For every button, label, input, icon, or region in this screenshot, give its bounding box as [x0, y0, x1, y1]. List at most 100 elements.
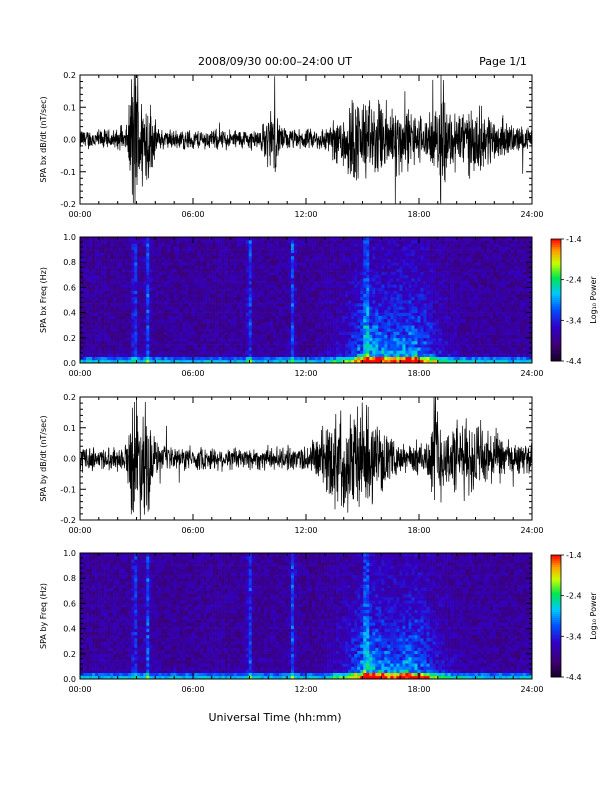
spectrogram-cell — [396, 344, 400, 348]
spectrogram-cell — [363, 350, 367, 354]
spectrogram-cell — [287, 249, 292, 254]
spectrogram-cell — [354, 309, 358, 313]
spectrogram-cell — [89, 322, 93, 326]
spectrogram-cell — [161, 246, 165, 250]
spectrogram-cell — [176, 243, 180, 247]
spectrogram-cell — [185, 268, 189, 272]
spectrogram-cell — [366, 337, 370, 342]
spectrogram-cell — [272, 284, 277, 288]
spectrogram-cell — [152, 274, 156, 279]
spectrogram-cell — [278, 309, 283, 313]
spectrogram-cell — [396, 331, 400, 335]
spectrogram-cell — [351, 347, 355, 351]
spectrogram-cell — [176, 271, 180, 276]
spectrogram-cell — [161, 312, 165, 317]
spectrogram-cell — [275, 293, 280, 298]
spectrogram-cell — [101, 277, 105, 282]
spectrogram-cell — [426, 356, 430, 361]
spectrogram-cell — [405, 246, 409, 250]
spectrogram-cell — [396, 243, 400, 247]
spectrogram-cell — [278, 296, 283, 301]
spectrogram-cell — [185, 344, 189, 348]
spectrogram-cell — [89, 347, 93, 351]
spectrogram-cell — [134, 240, 138, 244]
spectrogram-cell — [224, 249, 228, 254]
spectrogram-cell — [230, 356, 234, 361]
spectrogram-cell — [209, 315, 213, 320]
spectrogram-cell — [122, 353, 126, 357]
spectrogram-cell — [357, 265, 361, 269]
spectrogram-cell — [257, 322, 262, 326]
spectrogram-cell — [227, 350, 231, 354]
spectrogram-cell — [336, 344, 340, 348]
spectrogram-cell — [302, 243, 307, 247]
spectrogram-cell — [155, 290, 159, 294]
spectrogram-cell — [158, 315, 162, 320]
spectrogram-cell — [366, 243, 370, 247]
spectrogram-cell — [444, 318, 448, 323]
spectrogram-cell — [429, 243, 433, 247]
spectrogram-cell — [164, 277, 168, 282]
spectrogram-cell — [224, 300, 228, 304]
spectrogram-cell — [269, 271, 274, 276]
spectrogram-cell — [333, 287, 337, 291]
spectrogram-cell — [134, 309, 138, 313]
spectrogram-cell — [321, 303, 325, 307]
spectrogram-cell — [128, 243, 132, 247]
spectrogram-cell — [137, 334, 141, 339]
spectrogram-cell — [173, 350, 177, 354]
spectrogram-cell — [86, 271, 90, 276]
spectrogram-cell — [333, 356, 337, 361]
spectrogram-cell — [167, 268, 171, 272]
spectrogram-cell — [366, 268, 370, 272]
spectrogram-cell — [188, 312, 192, 317]
spectrogram-cell — [441, 271, 445, 276]
spectrogram-cell — [324, 240, 328, 244]
spectrogram-cell — [191, 277, 195, 282]
spectrogram-cell — [411, 353, 415, 357]
spectrogram-cell — [251, 252, 256, 257]
spectrogram-cell — [218, 334, 222, 339]
spectrogram-cell — [212, 277, 216, 282]
spectrogram-cell — [263, 262, 268, 266]
spectrogram-cell — [254, 318, 259, 323]
spectrogram-cell — [296, 347, 301, 351]
spectrogram-cell — [92, 325, 96, 329]
spectrogram-cell — [339, 315, 343, 320]
spectrogram-cell — [390, 334, 394, 339]
spectrogram-cell — [318, 312, 322, 317]
spectrogram-cell — [236, 318, 240, 323]
spectrogram-cell — [143, 331, 147, 335]
spectrogram-cell — [137, 340, 141, 345]
spectrogram-cell — [140, 249, 144, 254]
spectrogram-cell — [378, 315, 382, 320]
spectrogram-cell — [453, 309, 457, 313]
spectrogram-cell — [110, 240, 114, 244]
spectrogram-cell — [101, 246, 105, 250]
spectrogram-cell — [411, 344, 415, 348]
spectrogram-cell — [351, 290, 355, 294]
spectrogram-cell — [360, 325, 364, 329]
spectrogram-cell — [378, 356, 382, 361]
spectrogram-cell — [296, 309, 301, 313]
spectrogram-cell — [188, 265, 192, 269]
spectrogram-cell — [86, 296, 90, 301]
spectrogram-cell — [260, 306, 265, 310]
spectrogram-cell — [381, 347, 385, 351]
spectrogram-cell — [269, 309, 274, 313]
spectrogram-cell — [360, 284, 364, 288]
spectrogram-cell — [375, 249, 379, 254]
spectrogram-cell — [290, 252, 295, 257]
spectrogram-cell — [116, 274, 120, 279]
spectrogram-cell — [420, 315, 424, 320]
spectrogram-cell — [302, 312, 307, 317]
spectrogram-cell — [197, 306, 201, 310]
spectrogram-cell — [299, 350, 304, 354]
spectrogram-cell — [92, 356, 96, 361]
spectrogram-cell — [312, 274, 316, 279]
spectrogram-cell — [173, 359, 177, 364]
spectrogram-cell — [327, 309, 331, 313]
spectrogram-cell — [221, 259, 225, 263]
spectrogram-cell — [384, 296, 388, 301]
spectrogram-cell — [197, 249, 201, 254]
